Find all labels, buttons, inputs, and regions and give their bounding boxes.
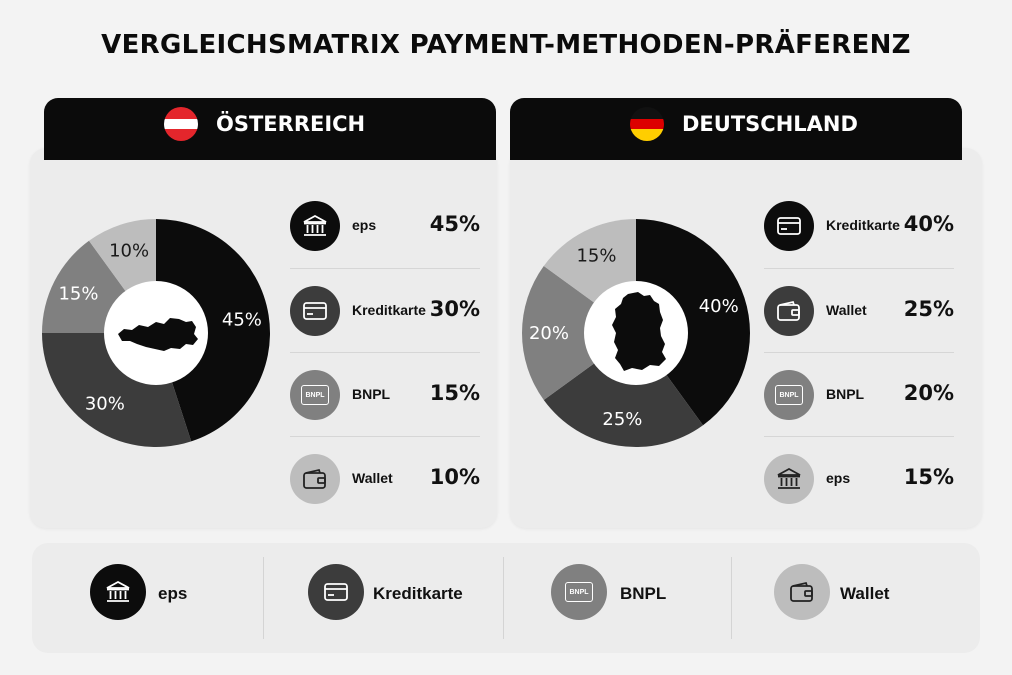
bnpl-icon: BNPL	[290, 370, 340, 420]
flag-stripe	[630, 107, 664, 119]
austria-flag-icon	[164, 107, 198, 141]
legend-percentage: 15%	[429, 381, 480, 405]
pie-slice-label: 15%	[576, 245, 616, 266]
legend-label: Wallet	[826, 302, 867, 318]
country-name: ÖSTERREICH	[216, 112, 366, 136]
wallet-icon	[290, 454, 340, 504]
pie-slice-label: 45%	[222, 309, 262, 330]
divider	[731, 557, 732, 639]
bank-icon	[90, 564, 146, 620]
legend-row-kreditkarte: Kreditkarte 30%	[290, 268, 480, 352]
legend-percentage: 30%	[429, 297, 480, 321]
legend-label: eps	[352, 217, 377, 233]
legend-label: Kreditkarte	[352, 302, 426, 318]
country-name: DEUTSCHLAND	[682, 112, 858, 136]
legend-row-eps: eps 15%	[764, 436, 954, 520]
flag-stripe	[630, 129, 664, 141]
panel-austria: ÖSTERREICH 45% 30% 15% 10% eps 45% Kreditkart…	[30, 98, 497, 528]
legend-row-wallet: Wallet 25%	[764, 268, 954, 352]
bnpl-icon: BNPL	[551, 564, 607, 620]
legend-label: BNPL	[826, 386, 865, 402]
legend-row-bnpl: BNPL BNPL 15%	[290, 352, 480, 436]
bottom-legend-item-kreditkarte: Kreditkarte	[32, 543, 980, 653]
panel-germany: DEUTSCHLAND 40% 25% 20% 15% Kreditkarte 40% W…	[510, 98, 982, 528]
austria-map-icon	[118, 318, 198, 351]
pie-slice-wallet	[543, 333, 704, 447]
germany-map-icon	[612, 292, 666, 371]
legend-row-wallet: Wallet 10%	[290, 436, 480, 520]
divider	[503, 557, 504, 639]
bottom-legend: eps Kreditkarte BNPL BNPL Wallet	[32, 543, 980, 653]
legend-percentage: 20%	[903, 381, 954, 405]
wallet-icon	[764, 286, 814, 336]
flag-stripe	[164, 118, 198, 130]
divider	[263, 557, 264, 639]
credit-card-icon	[290, 286, 340, 336]
legend-percentage: 45%	[429, 212, 480, 236]
credit-card-icon	[764, 201, 814, 251]
bottom-legend-item-wallet: Wallet	[32, 543, 980, 653]
panel-header: DEUTSCHLAND	[510, 98, 962, 160]
legend-percentage: 40%	[903, 212, 954, 236]
pie-slice-label: 10%	[109, 240, 149, 261]
pie-slice-label: 15%	[58, 284, 98, 305]
flag-stripe	[164, 107, 198, 119]
bottom-legend-item-bnpl: BNPL BNPL	[32, 543, 980, 653]
bank-icon	[764, 454, 814, 504]
panel-header: ÖSTERREICH	[44, 98, 496, 160]
pie-slice-kreditkarte	[636, 219, 750, 426]
germany-flag-icon	[630, 107, 664, 141]
legend-row-kreditkarte: Kreditkarte 40%	[764, 184, 954, 268]
legend-row-eps: eps 45%	[290, 184, 480, 268]
bottom-legend-label: eps	[158, 584, 188, 603]
legend-label: BNPL	[352, 386, 391, 402]
pie-slice-label: 20%	[529, 323, 569, 344]
wallet-icon	[774, 564, 830, 620]
flag-stripe	[164, 129, 198, 141]
credit-card-icon	[308, 564, 364, 620]
legend-label: eps	[826, 470, 851, 486]
legend-label: Wallet	[352, 470, 393, 486]
flag-stripe	[630, 118, 664, 130]
bottom-legend-label: Wallet	[840, 584, 890, 603]
pie-slice-label: 40%	[699, 296, 739, 317]
legend-percentage: 15%	[903, 465, 954, 489]
bottom-legend-label: Kreditkarte	[373, 584, 463, 603]
pie-slice-eps	[156, 219, 270, 442]
legend-percentage: 10%	[429, 465, 480, 489]
legend-percentage: 25%	[903, 297, 954, 321]
pie-chart-germany: 40% 25% 20% 15%	[522, 219, 750, 447]
pie-slice-bnpl	[522, 265, 636, 401]
pie-slice-label: 25%	[602, 409, 642, 430]
page-title: VERGLEICHSMATRIX PAYMENT-METHODEN-PRÄFER…	[101, 30, 911, 60]
legend-row-bnpl: BNPL BNPL 20%	[764, 352, 954, 436]
bottom-legend-label: BNPL	[620, 584, 667, 603]
pie-chart-austria: 45% 30% 15% 10%	[42, 219, 270, 447]
pie-slice-label: 30%	[85, 393, 125, 414]
bank-icon	[290, 201, 340, 251]
bottom-legend-item-eps: eps	[32, 543, 980, 653]
legend-label: Kreditkarte	[826, 217, 900, 233]
bnpl-icon: BNPL	[764, 370, 814, 420]
